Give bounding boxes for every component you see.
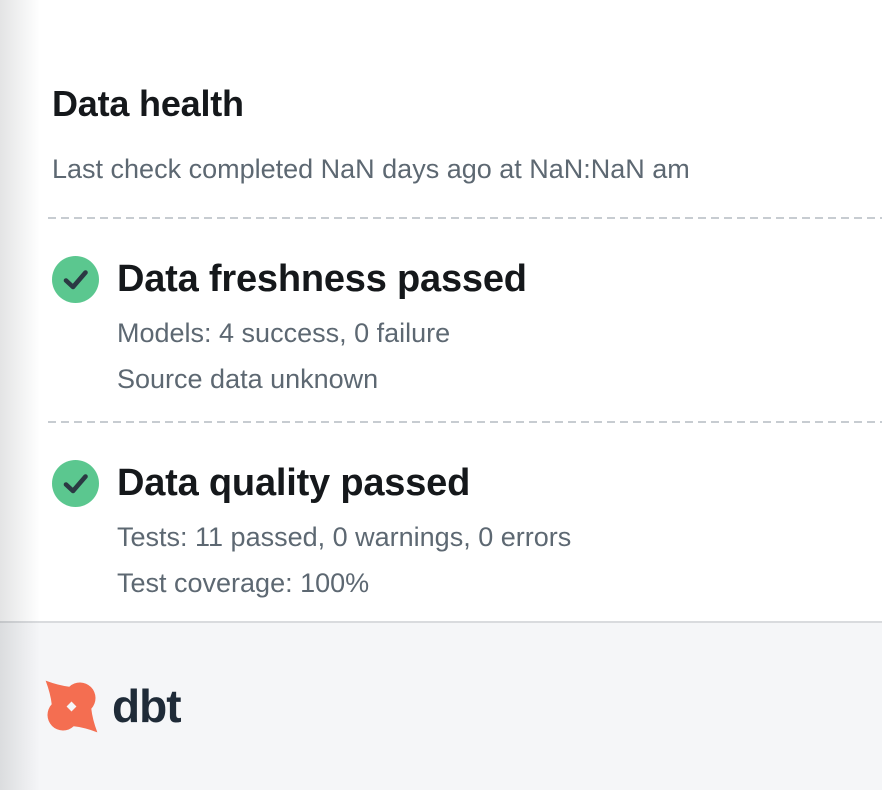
footer: dbt bbox=[0, 621, 882, 790]
check-section-detail: Test coverage: 100% bbox=[117, 568, 370, 598]
section-body: Data quality passed Tests: 11 passed, 0 … bbox=[117, 460, 571, 599]
check-section-title: Data freshness passed bbox=[117, 258, 527, 300]
dbt-logo-text: dbt bbox=[112, 680, 182, 732]
check-section-detail: Source data unknown bbox=[117, 364, 379, 394]
check-section-freshness: Data freshness passed Models: 4 success,… bbox=[52, 256, 882, 395]
check-section-detail: Tests: 11 passed, 0 warnings, 0 errors bbox=[117, 522, 572, 552]
last-check-status: Last check completed NaN days ago at NaN… bbox=[52, 154, 690, 184]
dbt-logo[interactable]: dbt bbox=[44, 679, 182, 734]
section-divider bbox=[48, 421, 882, 423]
check-section-detail: Models: 4 success, 0 failure bbox=[117, 318, 451, 348]
check-section-title: Data quality passed bbox=[117, 462, 471, 504]
success-check-icon bbox=[52, 460, 99, 507]
section-divider bbox=[48, 217, 882, 219]
page-title: Data health bbox=[52, 83, 244, 124]
section-body: Data freshness passed Models: 4 success,… bbox=[117, 256, 527, 395]
dbt-logo-icon bbox=[44, 679, 99, 734]
main-content: Data health Last check completed NaN day… bbox=[48, 83, 882, 599]
check-section-quality: Data quality passed Tests: 11 passed, 0 … bbox=[52, 460, 882, 599]
success-check-icon bbox=[52, 256, 99, 303]
